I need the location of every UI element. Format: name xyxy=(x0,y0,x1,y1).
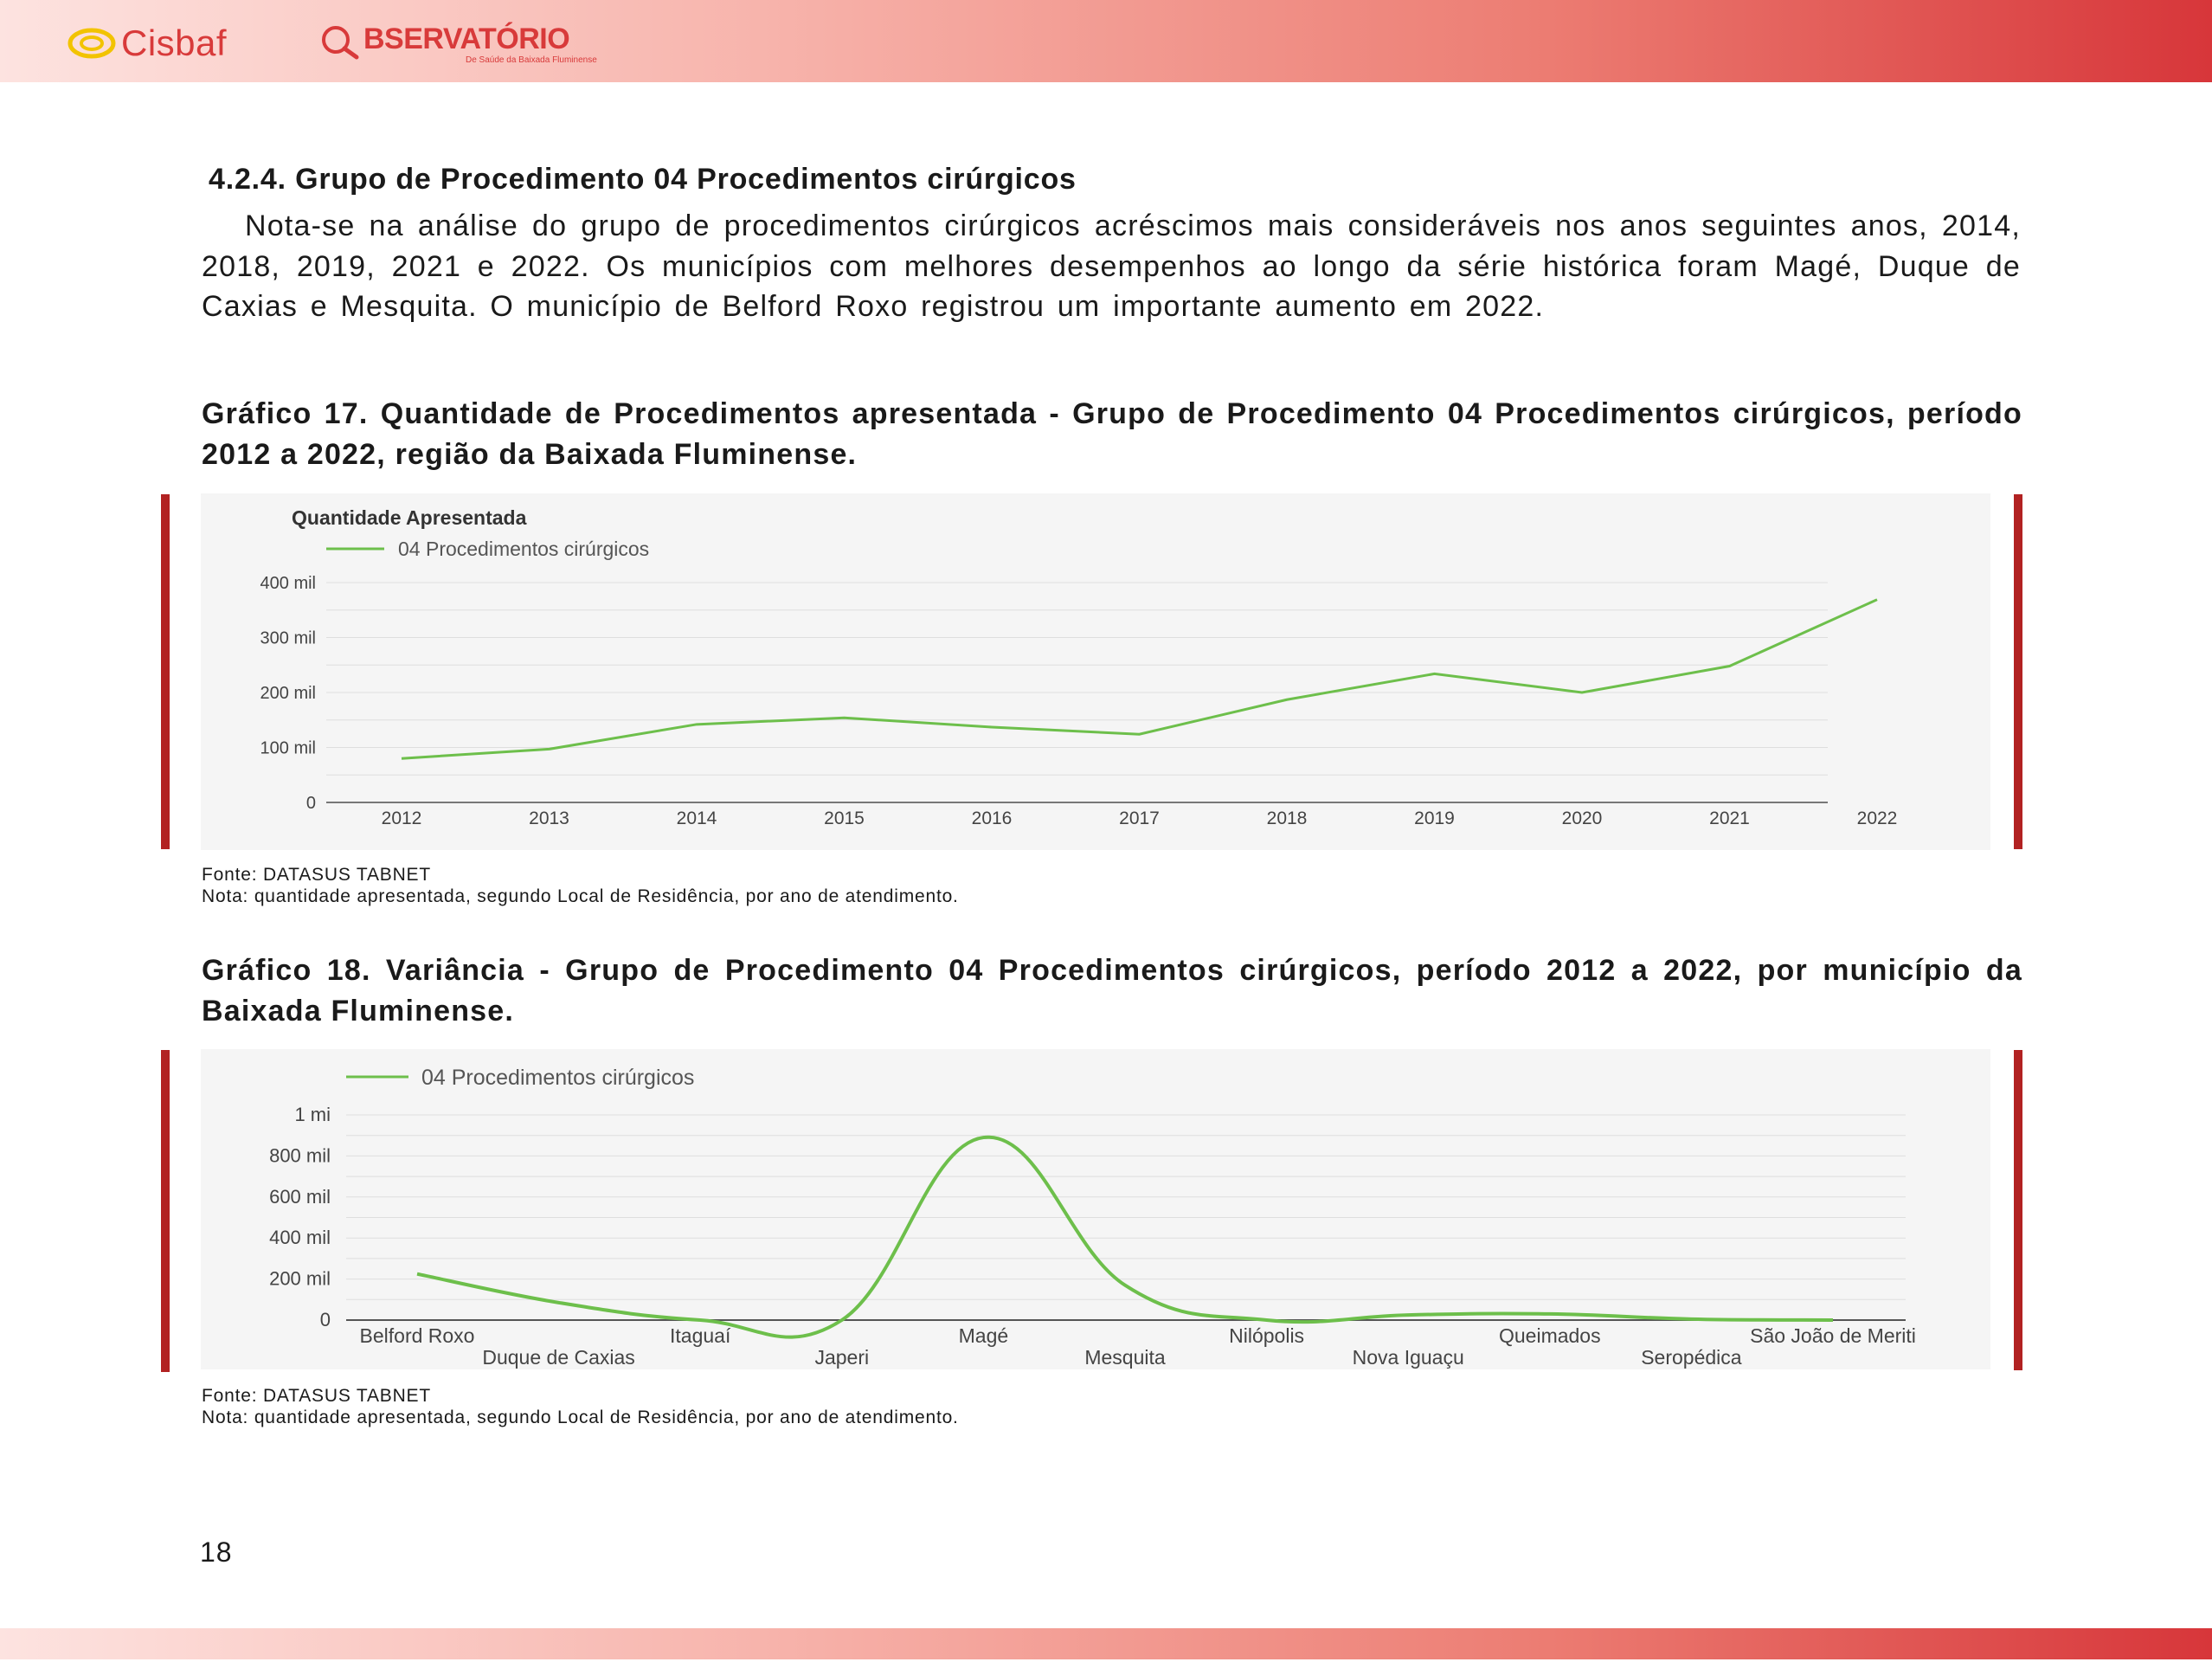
cisbaf-logo-text: Cisbaf xyxy=(121,23,228,63)
page-number: 18 xyxy=(200,1536,233,1568)
y-tick-label: 100 mil xyxy=(260,739,316,758)
page-footer-bar xyxy=(0,1628,2212,1659)
x-tick-label: Belford Roxo xyxy=(360,1324,475,1347)
x-tick-label: Magé xyxy=(959,1324,1009,1347)
x-tick-label: Japeri xyxy=(814,1346,869,1369)
observatorio-subtitle: De Saúde da Baixada Fluminense xyxy=(466,55,597,65)
x-tick-label: 2014 xyxy=(677,808,717,828)
figure17-caption: Gráfico 17. Quantidade de Procedimentos … xyxy=(202,397,2022,471)
y-tick-label: 400 mil xyxy=(269,1227,331,1248)
x-tick-label: 2017 xyxy=(1119,808,1160,828)
x-tick-label: 2020 xyxy=(1562,808,1603,828)
series-line xyxy=(401,598,1878,760)
x-tick-label: São João de Meriti xyxy=(1750,1324,1916,1347)
figure17-source: Fonte: DATASUS TABNET xyxy=(202,865,431,885)
figure17-left-accent-bar xyxy=(161,494,170,849)
y-tick-label: 200 mil xyxy=(260,684,316,703)
legend-label: 04 Procedimentos cirúrgicos xyxy=(421,1066,694,1090)
section-paragraph-text: Nota-se na análise do grupo de procedime… xyxy=(202,209,2021,323)
x-tick-label: 2013 xyxy=(529,808,569,828)
magnifier-icon xyxy=(322,26,359,60)
observatorio-logo: BSERVATÓRIO De Saúde da Baixada Fluminen… xyxy=(317,24,597,65)
page-header: Cisbaf BSERVATÓRIO De Saúde da Baixada F… xyxy=(0,0,2212,82)
y-tick-label: 0 xyxy=(306,794,316,813)
chart-title: Quantidade Apresentada xyxy=(292,506,527,529)
x-tick-label: Mesquita xyxy=(1084,1346,1166,1369)
series-line xyxy=(416,1136,1834,1339)
y-tick-label: 200 mil xyxy=(269,1268,331,1290)
figure18-chart: 04 Procedimentos cirúrgicos 0 200 mil 400 … xyxy=(201,1049,1990,1369)
figure17-chart-svg: Quantidade Apresentada 04 Procedimentos … xyxy=(260,506,1898,828)
y-tick-label: 300 mil xyxy=(260,629,316,648)
figure18-caption: Gráfico 18. Variância - Grupo de Procedi… xyxy=(202,954,2022,1027)
observatorio-title: BSERVATÓRIO xyxy=(363,23,570,55)
x-tick-label: Queimados xyxy=(1499,1324,1601,1347)
x-tick-label: 2018 xyxy=(1267,808,1308,828)
x-tick-label: Duque de Caxias xyxy=(482,1346,634,1369)
cisbaf-logo: Cisbaf xyxy=(68,23,227,64)
figure17-chart: Quantidade Apresentada 04 Procedimentos … xyxy=(201,493,1990,850)
section-paragraph: Nota-se na análise do grupo de procedime… xyxy=(202,206,2021,327)
x-tick-label: 2012 xyxy=(382,808,422,828)
figure17-note: Nota: quantidade apresentada, segundo Lo… xyxy=(202,886,959,906)
x-tick-label: 2022 xyxy=(1857,808,1898,828)
y-tick-label: 800 mil xyxy=(269,1144,331,1166)
y-tick-label: 400 mil xyxy=(260,574,316,593)
section-title: 4.2.4. Grupo de Procedimento 04 Procedim… xyxy=(209,163,1077,196)
y-tick-label: 1 mi xyxy=(294,1104,331,1125)
x-tick-label: Nilópolis xyxy=(1229,1324,1304,1347)
x-tick-label: Nova Iguaçu xyxy=(1353,1346,1464,1369)
figure18-chart-svg: 04 Procedimentos cirúrgicos 0 200 mil 400 … xyxy=(269,1066,1916,1369)
x-tick-label: Itaguaí xyxy=(670,1324,731,1347)
figure18-right-accent-bar xyxy=(2014,1050,2022,1370)
x-tick-label: 2016 xyxy=(972,808,1013,828)
legend-label: 04 Procedimentos cirúrgicos xyxy=(398,538,649,560)
x-tick-label: 2019 xyxy=(1414,808,1455,828)
figure18-left-accent-bar xyxy=(161,1050,170,1372)
x-tick-label: Seropédica xyxy=(1641,1346,1742,1369)
cisbaf-logo-icon xyxy=(68,28,116,59)
figure18-note: Nota: quantidade apresentada, segundo Lo… xyxy=(202,1408,959,1427)
figure17-right-accent-bar xyxy=(2014,494,2022,849)
y-tick-label: 0 xyxy=(320,1309,331,1330)
y-tick-label: 600 mil xyxy=(269,1186,331,1208)
x-tick-label: 2015 xyxy=(824,808,865,828)
figure18-source: Fonte: DATASUS TABNET xyxy=(202,1386,431,1406)
x-tick-label: 2021 xyxy=(1709,808,1750,828)
